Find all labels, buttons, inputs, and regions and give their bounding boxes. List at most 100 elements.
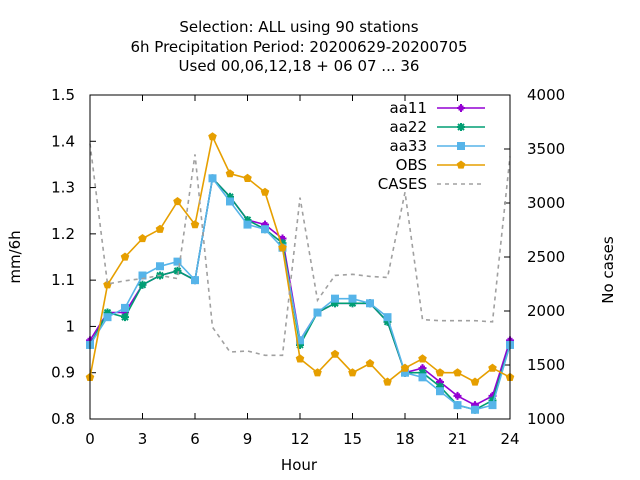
data-point-aa33	[261, 225, 269, 234]
data-point-aa33	[331, 294, 339, 303]
y-tick-label: 1	[65, 317, 75, 335]
data-point-aa33	[296, 336, 304, 345]
data-point-aa33	[488, 401, 497, 410]
data-point-aa33	[173, 257, 182, 266]
data-point-aa33	[313, 308, 322, 317]
data-point-obs	[365, 359, 375, 368]
y2-tick-label: 2000	[527, 302, 565, 320]
x-tick-label: 6	[190, 430, 200, 448]
x-axis-label: Hour	[281, 456, 318, 474]
data-point-obs	[470, 377, 480, 386]
data-point-aa22	[121, 313, 129, 322]
data-point-aa22	[173, 266, 182, 275]
data-point-aa33	[121, 303, 129, 312]
data-point-aa22	[488, 396, 497, 405]
y-tick-label: 0.8	[51, 410, 75, 428]
data-point-aa33	[366, 299, 374, 308]
data-point-aa33	[156, 262, 164, 271]
data-point-obs	[208, 132, 217, 141]
data-point-obs	[278, 243, 287, 252]
data-point-obs	[103, 280, 112, 289]
y-tick-label: 0.9	[51, 364, 75, 382]
y-axis-label: mm/6h	[6, 230, 24, 283]
y2-tick-label: 4000	[527, 86, 565, 104]
data-point-obs	[418, 354, 427, 363]
data-point-aa33	[243, 220, 252, 229]
data-point-aa22	[296, 340, 304, 349]
data-point-obs	[155, 224, 165, 233]
x-tick-label: 3	[138, 430, 148, 448]
series-line-aa11	[89, 176, 511, 407]
data-point-obs	[225, 169, 235, 178]
data-point-aa33	[103, 313, 112, 322]
data-point-aa33	[453, 401, 462, 410]
legend-label-cases: CASES	[378, 175, 427, 193]
data-point-obs	[383, 377, 392, 386]
data-point-aa22	[103, 308, 112, 317]
series-line-cases	[89, 143, 511, 357]
data-point-aa22	[138, 280, 147, 289]
legend-label-aa11: aa11	[390, 99, 427, 117]
data-point-aa22	[383, 317, 392, 326]
data-point-obs	[173, 197, 182, 206]
x-tick-label: 15	[343, 430, 362, 448]
y2-axis-label: No cases	[599, 236, 617, 304]
data-point-obs	[453, 368, 462, 377]
data-point-obs	[243, 173, 252, 182]
x-tick-label: 9	[243, 430, 253, 448]
data-point-obs	[120, 252, 130, 261]
y2-tick-label: 1500	[527, 356, 565, 374]
x-tick-label: 24	[500, 430, 519, 448]
chart-title-line-1: Selection: ALL using 90 stations	[179, 18, 418, 36]
data-point-aa33	[138, 271, 147, 280]
data-point-obs	[138, 234, 147, 243]
legend-label-aa33: aa33	[390, 137, 427, 155]
data-point-aa22	[348, 299, 357, 308]
legend-marker-aa11	[457, 104, 465, 112]
y-tick-label: 1.3	[51, 179, 75, 197]
data-point-aa33	[401, 368, 409, 377]
legend-label-obs: OBS	[396, 156, 427, 174]
chart-title-line-2: 6h Precipitation Period: 20200629-202007…	[130, 38, 467, 56]
data-point-obs	[313, 368, 322, 377]
series-line-aa33	[89, 176, 511, 411]
y2-tick-label: 2500	[527, 248, 565, 266]
legend-marker-aa22	[457, 123, 465, 131]
y2-tick-label: 3000	[527, 194, 565, 212]
data-point-aa33	[418, 373, 427, 382]
data-point-aa33	[191, 276, 199, 285]
data-point-obs	[295, 354, 305, 363]
data-point-obs	[330, 349, 340, 358]
data-point-aa33	[436, 387, 444, 396]
legend-marker-aa33	[457, 142, 465, 150]
data-point-aa11	[453, 391, 462, 400]
data-point-aa22	[418, 368, 427, 377]
data-point-aa22	[243, 215, 252, 224]
legend-label-aa22: aa22	[390, 118, 427, 136]
series-line-aa22	[89, 176, 511, 411]
tick-labels: 0 3 6 9 12 15 18 21 24 0.8 0.9 1 1.1 1.2 1.3 1.4 1.5 1000…	[51, 86, 565, 448]
y-tick-label: 1.1	[51, 271, 75, 289]
y-tick-label: 1.2	[51, 225, 75, 243]
data-point-aa33	[383, 313, 392, 322]
y-tick-label: 1.4	[51, 132, 75, 150]
data-point-obs	[488, 363, 497, 372]
x-tick-label: 18	[395, 430, 414, 448]
y-tick-label: 1.5	[51, 86, 75, 104]
plot-frame	[89, 94, 511, 420]
legend-marker-obs	[456, 160, 466, 169]
data-point-obs	[190, 220, 200, 229]
y2-tick-label: 3500	[527, 140, 565, 158]
x-tick-label: 12	[290, 430, 309, 448]
x-tick-label: 0	[85, 430, 95, 448]
data-point-aa22	[436, 382, 444, 391]
data-point-obs	[348, 368, 357, 377]
series-layer	[85, 132, 515, 414]
data-point-aa33	[348, 294, 357, 303]
data-point-aa33	[226, 197, 234, 206]
x-tick-label: 21	[448, 430, 467, 448]
y2-tick-label: 1000	[527, 410, 565, 428]
data-point-obs	[260, 187, 270, 196]
chart-title-line-3: Used 00,06,12,18 + 06 07 ... 36	[179, 57, 420, 75]
